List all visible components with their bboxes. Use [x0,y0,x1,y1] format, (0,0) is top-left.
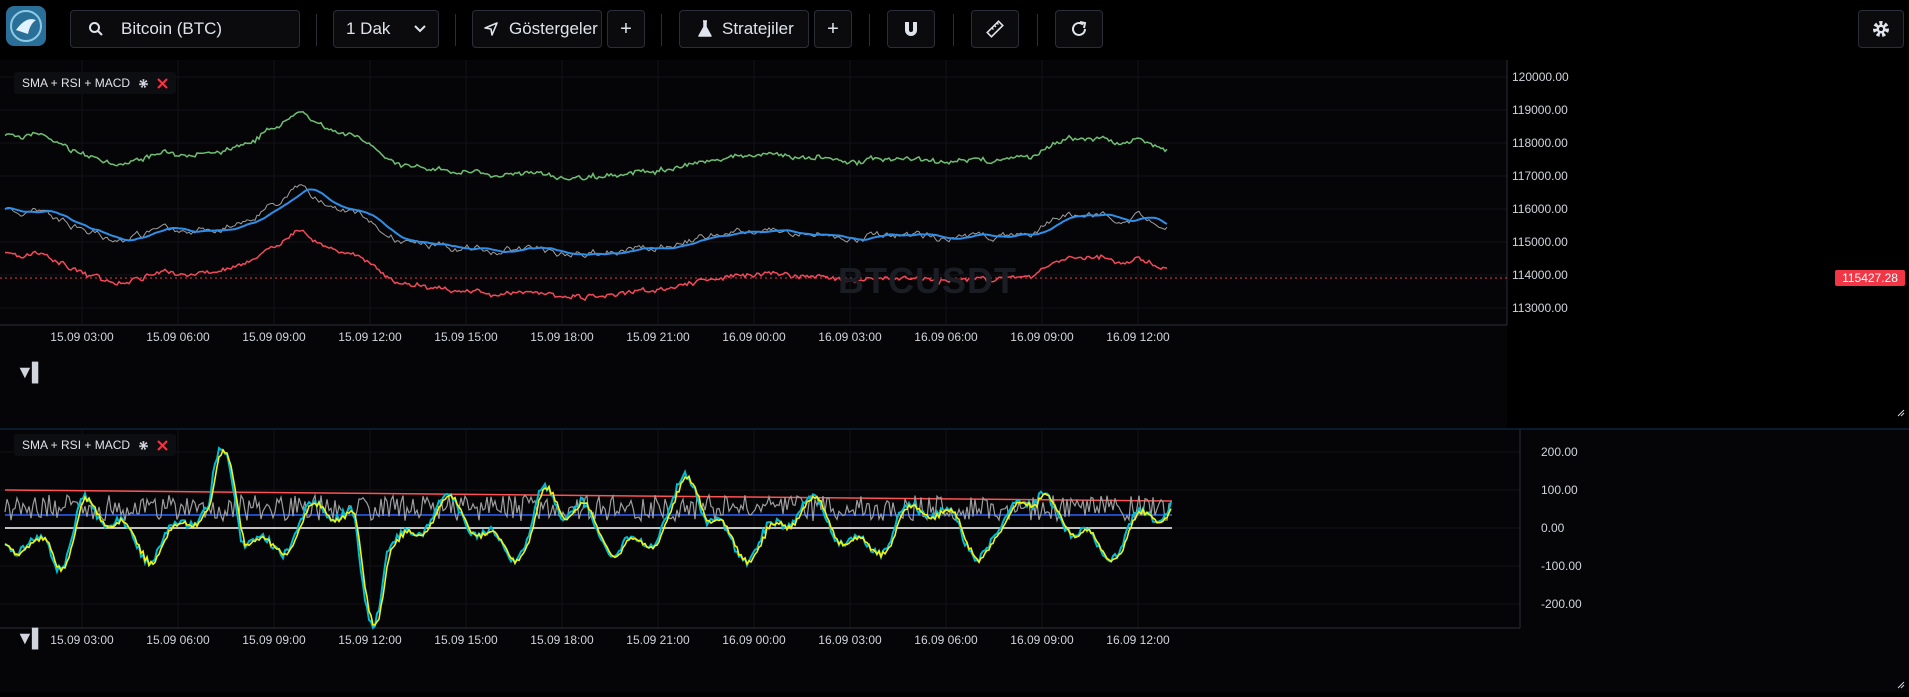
rsi-overbought-line [4,489,1173,502]
time-axis-tick: 16.09 06:00 [914,633,978,647]
app-logo[interactable] [6,6,46,46]
toolbar-divider [953,14,954,46]
indicators-label: Göstergeler [509,19,598,38]
navigation-arrow-icon [483,21,499,37]
ruler-button[interactable] [971,10,1019,48]
time-axis-tick: 15.09 12:00 [338,633,402,647]
lower-indicator-legend: SMA + RSI + MACD [14,434,177,456]
symbol-search-value[interactable]: Bitcoin (BTC) [121,19,223,38]
add-strategy-button[interactable]: + [814,10,852,48]
sma-line [4,188,1168,256]
gear-icon[interactable] [138,440,149,451]
value-axis-tick: 0.00 [1541,521,1565,535]
ruler-icon [985,19,1005,39]
refresh-button[interactable] [1055,10,1103,48]
close-icon[interactable] [157,77,168,89]
time-axis-tick: 16.09 12:00 [1106,330,1170,344]
interval-label: 1 Dak [346,19,391,38]
price-axis-tick: 119000.00 [1512,103,1568,117]
add-indicator-label: + [620,17,632,40]
time-axis-tick: 16.09 00:00 [722,633,786,647]
time-axis-tick: 15.09 15:00 [434,330,498,344]
magnet-icon [902,20,920,38]
time-axis-tick: 15.09 18:00 [530,330,594,344]
time-axis-tick: 15.09 06:00 [146,633,210,647]
indicator-chart-canvas[interactable]: 200.00 100.00 0.00 -100.00 -200.00 15.09 03:0… [0,430,1909,692]
price-axis-tick: 114000.00 [1512,268,1568,282]
price-axis-tick: 115000.00 [1512,235,1568,249]
resize-handle-icon [1897,409,1905,417]
main-indicator-legend: SMA + RSI + MACD [14,72,177,94]
price-axis-tick: 113000.00 [1512,301,1568,315]
time-axis-tick: 16.09 09:00 [1010,633,1074,647]
toolbar-divider [661,14,662,46]
time-axis-tick: 15.09 03:00 [50,633,114,647]
strategies-label: Stratejiler [722,19,794,38]
toolbar-divider [1037,14,1038,46]
time-axis-tick: 16.09 06:00 [914,330,978,344]
symbol-watermark: BTCUSDT [838,260,1017,301]
tradingview-logo: ▼▌ [16,362,45,382]
price-axis-tick: 117000.00 [1512,169,1568,183]
time-axis-tick: 16.09 12:00 [1106,633,1170,647]
main-chart-canvas[interactable]: 120000.00 119000.00 118000.00 117000.00 1160… [0,60,1909,428]
main-legend-label: SMA + RSI + MACD [22,76,131,90]
time-axis-tick: 15.09 06:00 [146,330,210,344]
price-axis [1507,60,1909,428]
chevron-down-icon [414,25,426,33]
pane-separator[interactable] [0,428,1909,430]
magnet-button[interactable] [887,10,935,48]
upper-band-line [4,111,1168,181]
price-axis-tick: 116000.00 [1512,202,1568,216]
flask-icon [698,20,712,38]
indicators-button[interactable]: Göstergeler [472,10,602,48]
value-axis-tick: 100.00 [1541,483,1578,497]
strategies-button[interactable]: Stratejiler [679,10,809,48]
price-axis-tick: 118000.00 [1512,136,1568,150]
top-toolbar: Bitcoin (BTC) 1 Dak Göstergeler + Strate… [0,0,1909,58]
resize-handle-icon [1897,681,1905,689]
time-axis-tick: 15.09 18:00 [530,633,594,647]
value-axis-tick: 200.00 [1541,445,1578,459]
time-axis-tick: 16.09 09:00 [1010,330,1074,344]
close-icon[interactable] [157,439,168,451]
interval-dropdown[interactable]: 1 Dak [333,10,439,48]
value-axis-tick: -100.00 [1541,559,1582,573]
toolbar-divider [455,14,456,46]
search-icon [71,21,121,37]
toolbar-divider [869,14,870,46]
time-axis-tick: 15.09 03:00 [50,330,114,344]
time-axis-tick: 15.09 09:00 [242,330,306,344]
indicator-pane[interactable]: 200.00 100.00 0.00 -100.00 -200.00 15.09 03:0… [0,430,1909,692]
time-axis-tick: 15.09 15:00 [434,633,498,647]
time-axis-tick: 15.09 21:00 [626,330,690,344]
price-line [4,184,1168,259]
logo-icon [10,10,42,42]
time-axis-tick: 16.09 03:00 [818,330,882,344]
add-indicator-button[interactable]: + [607,10,645,48]
lower-legend-label: SMA + RSI + MACD [22,438,131,452]
time-axis-tick: 15.09 09:00 [242,633,306,647]
current-price-tag: 115427.28 [1835,270,1905,286]
refresh-icon [1070,20,1088,38]
gear-icon [1871,19,1891,39]
gear-icon[interactable] [138,78,149,89]
time-axis-tick: 16.09 00:00 [722,330,786,344]
signal-line [4,448,1172,626]
symbol-search-box[interactable]: Bitcoin (BTC) [70,10,300,48]
time-axis-tick: 16.09 03:00 [818,633,882,647]
time-axis-tick: 15.09 12:00 [338,330,402,344]
time-axis-tick: 15.09 21:00 [626,633,690,647]
value-axis-tick: -200.00 [1541,597,1582,611]
main-chart-pane[interactable]: 120000.00 119000.00 118000.00 117000.00 1160… [0,60,1909,428]
lower-band-line [4,229,1168,302]
price-axis-tick: 120000.00 [1512,70,1569,84]
tradingview-logo: ▼▌ [16,628,45,648]
settings-button[interactable] [1858,10,1904,48]
toolbar-divider [316,14,317,46]
add-strategy-label: + [827,17,839,40]
